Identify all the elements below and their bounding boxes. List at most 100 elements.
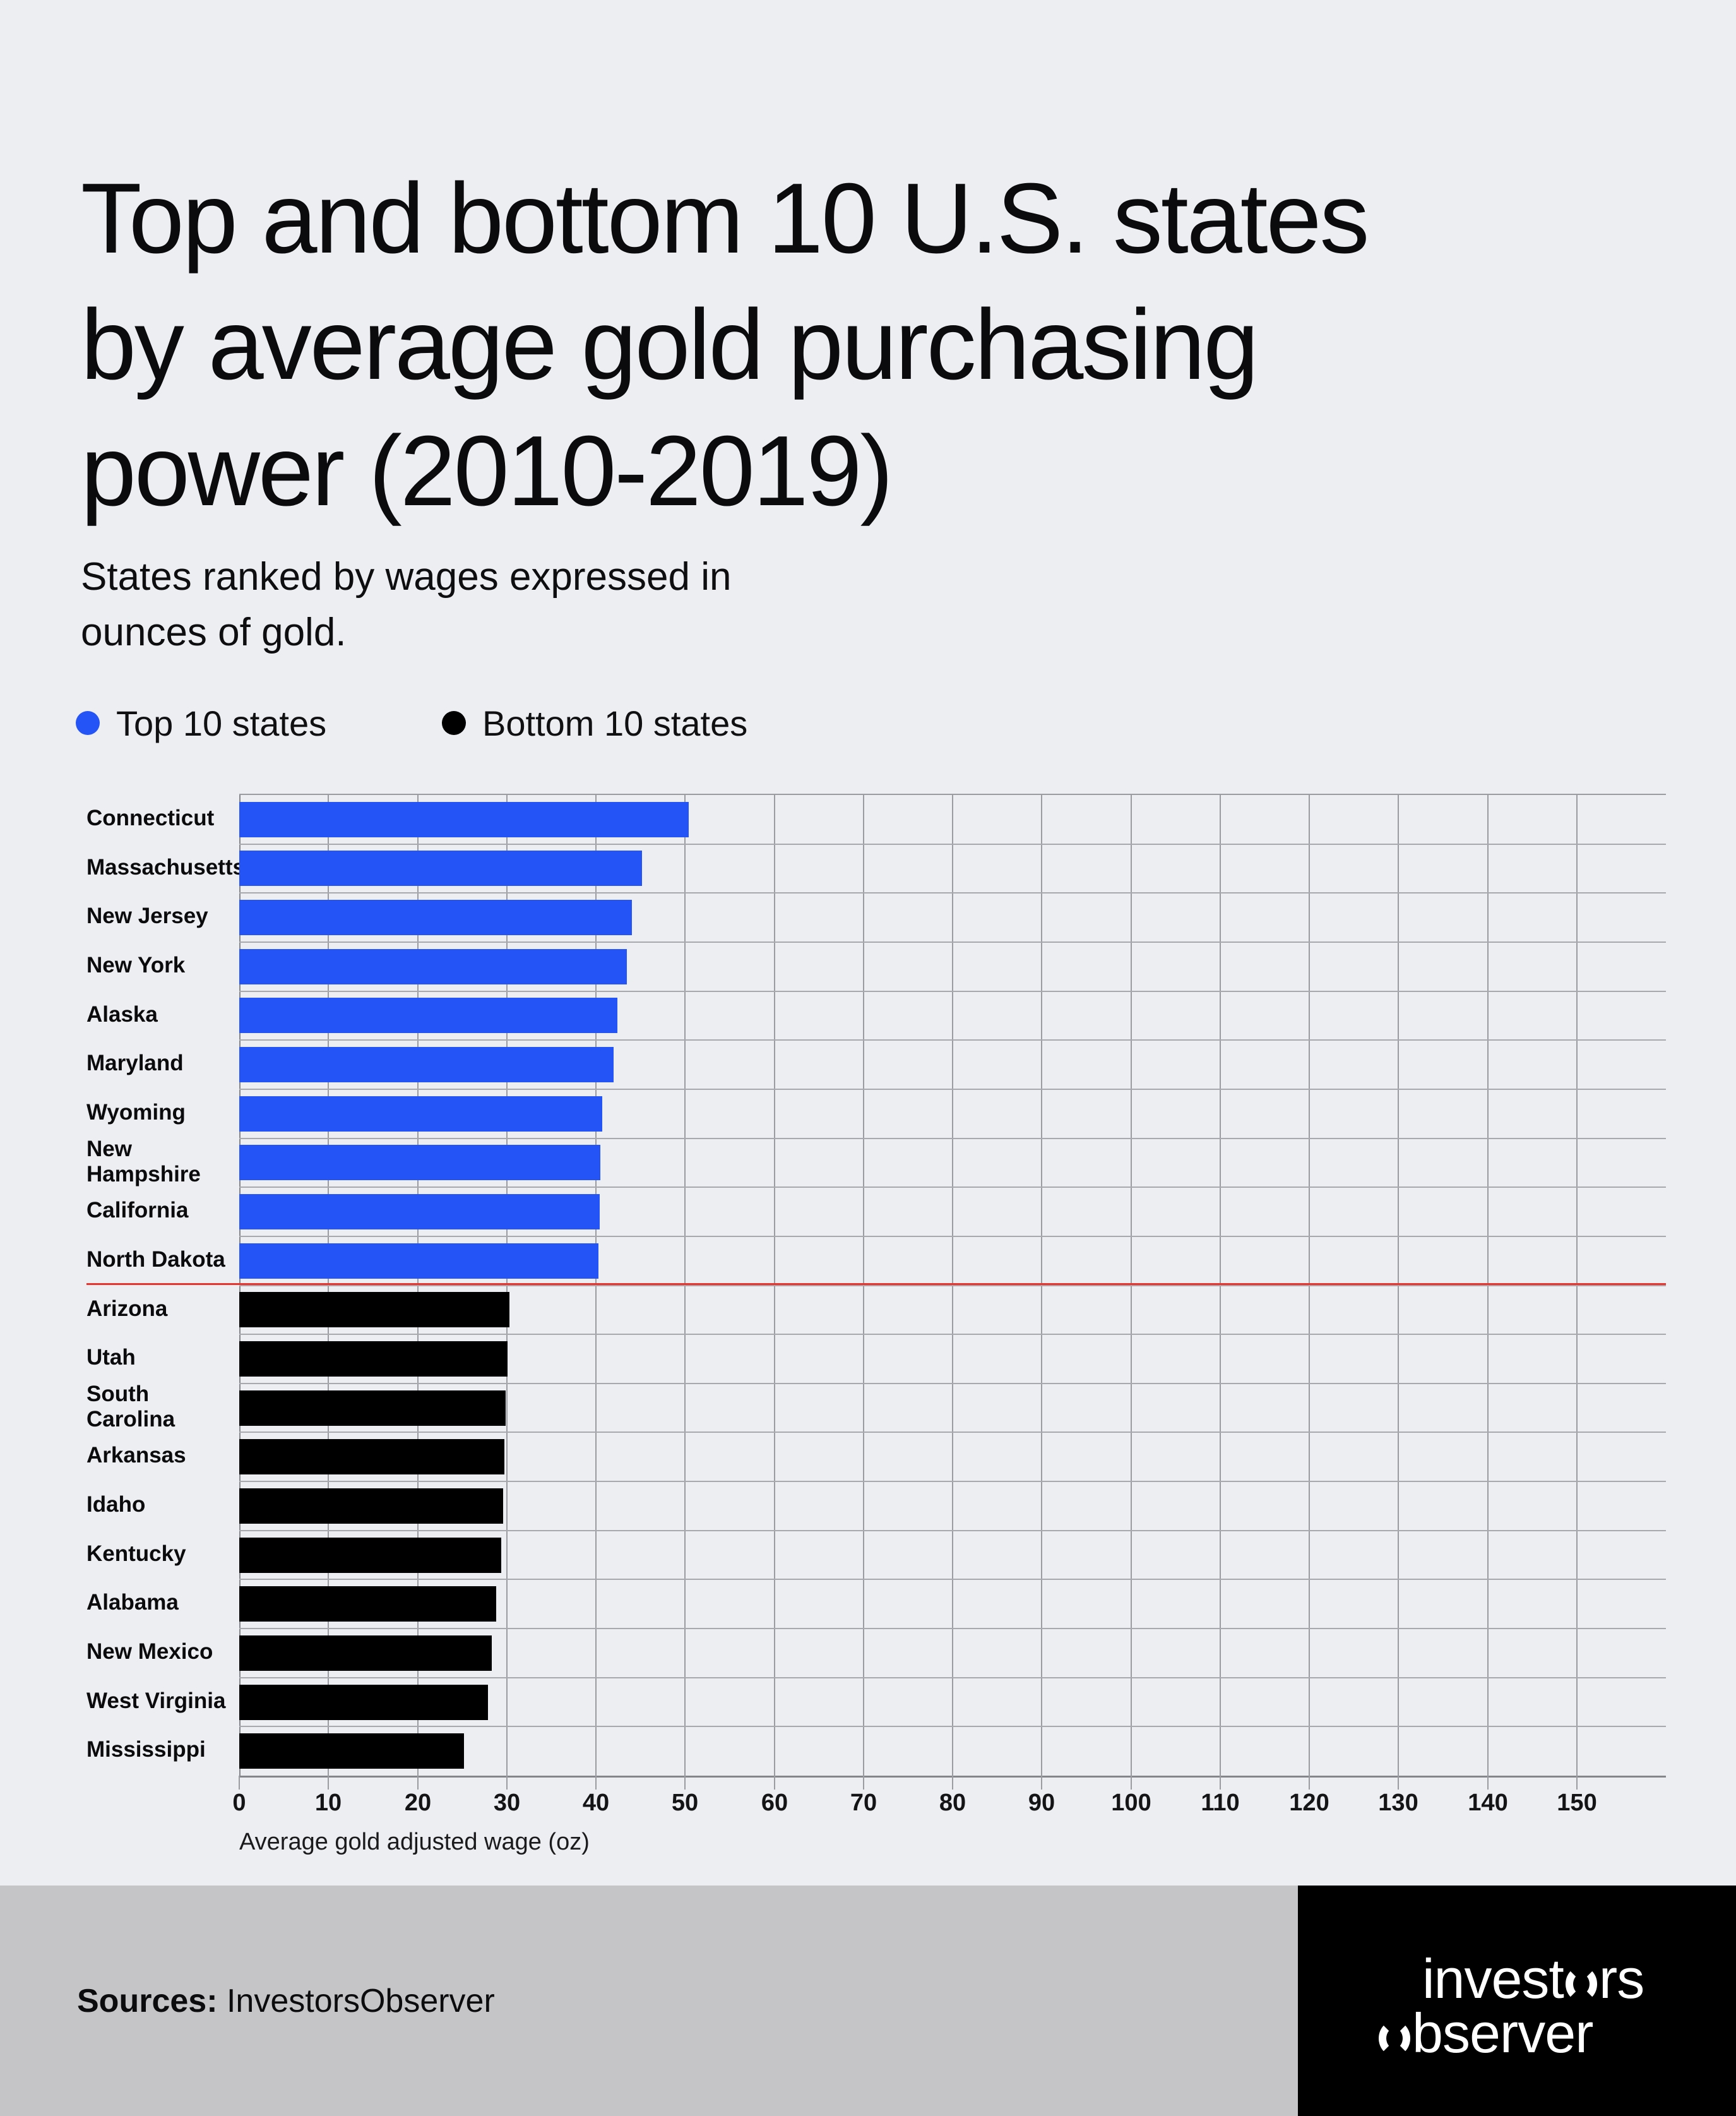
chart-subtitle: States ranked by wages expressed in ounc… [81,549,965,661]
brand-logo: invest rs bserver [1298,1886,1736,2116]
x-tick-label: 90 [1028,1790,1055,1816]
x-axis-tick [239,1776,240,1790]
bar-new-york [239,949,627,984]
horizontal-gridline [239,1481,1666,1482]
x-axis-tick [595,1776,597,1790]
category-label: Alaska [86,1002,158,1027]
horizontal-gridline [239,1432,1666,1433]
x-tick-label: 0 [232,1790,246,1816]
horizontal-gridline [239,844,1666,845]
bar-alabama [239,1586,496,1622]
title-line-3: power (2010-2019) [81,415,893,527]
horizontal-gridline [239,1530,1666,1531]
bar-north-dakota [239,1243,598,1279]
x-tick-label: 10 [314,1790,342,1816]
category-label: Idaho [86,1492,146,1517]
top-bottom-divider-line [86,1283,1666,1285]
category-label: West Virginia [86,1689,226,1713]
x-axis-tick [1576,1776,1578,1790]
legend-item-top10: Top 10 states [76,703,326,743]
x-tick-label: 130 [1378,1790,1418,1816]
horizontal-gridline [239,1236,1666,1237]
x-axis-tick [952,1776,953,1790]
category-label: Mississippi [86,1737,206,1762]
horizontal-gridline [239,1726,1666,1727]
category-label: Utah [86,1345,136,1370]
x-axis-tick [1041,1776,1042,1790]
bar-new-jersey [239,900,632,935]
category-label: South Carolina [86,1382,175,1432]
legend-dot-bottom10-icon [442,711,466,735]
bar-south-carolina [239,1390,506,1426]
x-axis-tick [1220,1776,1221,1790]
x-axis-tick [1309,1776,1310,1790]
x-axis-tick [328,1776,329,1790]
category-label: Alabama [86,1590,179,1615]
x-tick-label: 70 [850,1790,877,1816]
bar-maryland [239,1047,614,1082]
category-label: New York [86,953,186,977]
bar-kentucky [239,1538,501,1573]
x-axis-tick [1398,1776,1399,1790]
bar-california [239,1194,600,1229]
page-title: Top and bottom 10 U.S. states by average… [81,155,1627,534]
category-label: Connecticut [86,806,215,830]
brand-logo-line-2: bserver [1377,2005,1593,2061]
horizontal-gridline [239,1089,1666,1090]
bar-connecticut [239,802,689,837]
horizontal-gridline [239,1039,1666,1041]
horizontal-gridline [239,1187,1666,1188]
x-axis-tick [684,1776,686,1790]
horizontal-gridline [239,1579,1666,1580]
category-label: North Dakota [86,1247,225,1272]
category-label: New Hampshire [86,1137,201,1187]
x-axis-tick [863,1776,864,1790]
bar-idaho [239,1488,503,1524]
x-axis-tick [506,1776,508,1790]
logo-o-icon [1565,1966,1597,2002]
category-label: New Mexico [86,1639,213,1664]
plot-area [239,794,1666,1778]
bar-utah [239,1341,508,1377]
x-axis-tick [774,1776,775,1790]
horizontal-gridline [239,1383,1666,1384]
horizontal-gridline [239,941,1666,943]
x-tick-label: 40 [582,1790,610,1816]
sources-label: Sources: [77,1982,218,2019]
x-axis-title: Average gold adjusted wage (oz) [239,1829,590,1855]
subtitle-line-1: States ranked by wages expressed in [81,555,732,599]
bar-west-virginia [239,1685,488,1720]
title-line-1: Top and bottom 10 U.S. states [81,162,1369,274]
x-tick-label: 100 [1111,1790,1151,1816]
horizontal-gridline [239,1334,1666,1335]
category-label: Wyoming [86,1100,186,1125]
legend-label-bottom10: Bottom 10 states [482,703,748,743]
x-axis-tick [1131,1776,1132,1790]
bar-new-mexico [239,1635,492,1671]
legend-item-bottom10: Bottom 10 states [442,703,748,743]
subtitle-line-2: ounces of gold. [81,611,347,654]
x-tick-label: 150 [1557,1790,1597,1816]
x-tick-label: 110 [1201,1790,1240,1816]
category-label: New Jersey [86,904,208,928]
category-labels: Connecticut Massachusetts New Jersey New Yo… [86,794,245,1774]
bar-arizona [239,1292,509,1327]
sources-line: Sources: InvestorsObserver [77,1886,495,2116]
category-label: California [86,1198,189,1222]
horizontal-gridline [239,1285,1666,1286]
x-tick-label: 140 [1468,1790,1508,1816]
x-axis-ticks [239,1776,1666,1790]
x-tick-label: 50 [671,1790,699,1816]
x-axis-tick-labels: 0 10 20 30 40 50 60 70 80 90 100 110 120 130 140 150 [232,1790,1666,1821]
bar-alaska [239,998,617,1033]
category-label: Arkansas [86,1443,186,1467]
title-line-2: by average gold purchasing [81,289,1259,400]
sources-value: InvestorsObserver [226,1982,495,2019]
bar-new-hampshire [239,1145,600,1180]
legend-dot-top10-icon [76,711,100,735]
horizontal-gridline [239,991,1666,992]
brand-logo-line-1: invest rs [1422,1947,1644,2010]
bar-massachusetts [239,851,642,886]
x-tick-label: 80 [939,1790,966,1816]
x-axis-tick [1487,1776,1489,1790]
